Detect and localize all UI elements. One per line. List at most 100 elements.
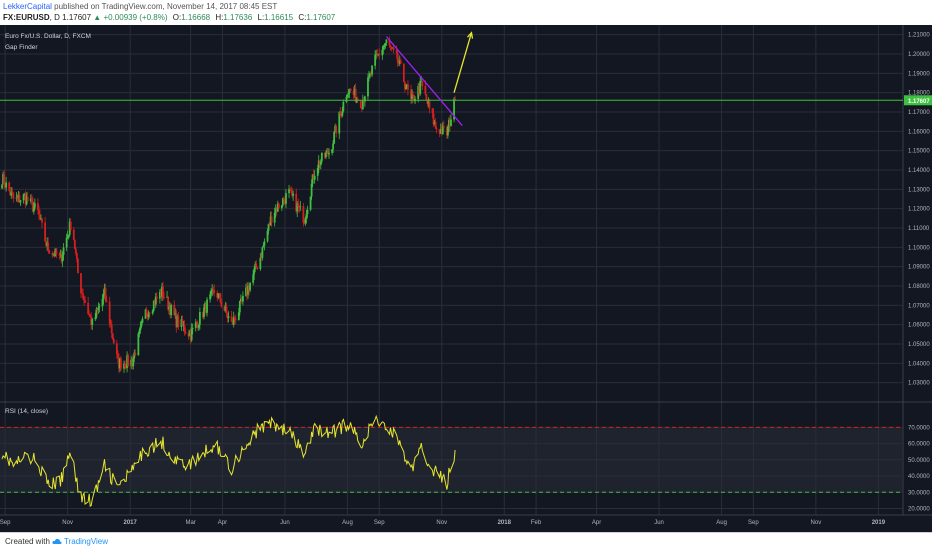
candle-body — [198, 311, 201, 325]
candle-body — [190, 328, 193, 341]
x-tick-label: Feb — [531, 520, 542, 526]
candle-body — [108, 301, 111, 324]
candle-body — [427, 101, 430, 104]
candle-body — [31, 201, 34, 212]
candle-body — [69, 221, 72, 230]
candle-body — [368, 76, 370, 78]
candle-body — [454, 98, 456, 101]
candle-body — [67, 234, 70, 236]
high-label: H: — [215, 13, 224, 22]
last-price: 1.17607 — [62, 13, 92, 22]
candle-body — [68, 221, 71, 235]
candle-body — [9, 190, 12, 196]
candle-body — [421, 80, 424, 87]
author-link[interactable]: LekkerCapital — [3, 2, 52, 11]
candle-body — [384, 43, 387, 46]
candle-body — [388, 39, 391, 46]
candle-body — [304, 219, 307, 224]
candle-body — [333, 131, 336, 144]
candle-body — [127, 355, 130, 366]
candle-body — [332, 143, 335, 150]
candle-body — [413, 94, 415, 102]
candle-body — [426, 99, 429, 104]
candle-body — [339, 112, 342, 115]
candle-body — [162, 286, 164, 298]
candle-body — [176, 316, 179, 328]
x-tick-label: Apr — [592, 520, 601, 526]
tradingview-logo[interactable]: TradingView — [52, 537, 108, 546]
candle-body — [450, 119, 452, 127]
candle-body — [10, 191, 13, 196]
candle-body — [419, 81, 422, 94]
candle-body — [288, 188, 290, 194]
candle-body — [371, 65, 373, 75]
candle-body — [73, 239, 76, 249]
ohlc-line: FX:EURUSD, D 1.17607 ▲ +0.00939 (+0.8%) … — [3, 13, 336, 22]
candle-body — [25, 196, 28, 205]
candle-body — [367, 77, 369, 97]
candle-body — [130, 359, 133, 366]
candle-body — [169, 306, 172, 316]
candle-body — [218, 293, 221, 295]
candle-body — [440, 128, 443, 135]
candle-body — [295, 193, 298, 212]
candle-body — [123, 363, 125, 369]
candle-body — [231, 321, 234, 325]
candle-body — [328, 152, 330, 155]
candle-body — [148, 312, 151, 314]
candle-body — [305, 214, 308, 220]
x-tick-label: Aug — [342, 520, 353, 526]
projection-arrow[interactable] — [453, 32, 473, 93]
candle-body — [170, 304, 173, 316]
candle-body — [90, 316, 93, 326]
close-value: 1.17607 — [306, 13, 336, 22]
candle-body — [326, 150, 328, 153]
candle-body — [94, 317, 97, 320]
candle-body — [124, 363, 126, 368]
chart-canvas[interactable]: Sep Nov 2017 Mar Apr Jun Aug Sep Nov 2018 Feb Apr Ju… — [0, 25, 932, 532]
candle-body — [297, 203, 300, 207]
candle-body — [205, 303, 207, 313]
candle-body — [425, 94, 428, 100]
candle-body — [24, 194, 27, 205]
candle-body — [39, 214, 41, 220]
chart-header: LekkerCapital published on TradingView.c… — [0, 0, 932, 25]
candle-body — [255, 263, 258, 268]
candle-body — [109, 323, 112, 325]
candle-body — [53, 253, 56, 257]
candle-body — [30, 198, 33, 202]
candle-body — [3, 173, 5, 185]
candle-body — [154, 296, 157, 305]
x-tick-label: Mar — [185, 520, 195, 526]
candle-body — [325, 152, 327, 158]
projection-arrow-head — [466, 31, 474, 39]
trendline[interactable] — [385, 36, 463, 126]
candle-body — [175, 313, 178, 328]
candle-body — [280, 205, 283, 209]
candle-body — [120, 358, 122, 369]
candle-body — [18, 195, 21, 203]
candle-body — [177, 316, 180, 327]
candle-body — [204, 303, 206, 308]
candle-body — [341, 110, 344, 116]
candle-body — [335, 126, 338, 134]
price-tick-label: 1.03000 — [908, 381, 930, 387]
candle-body — [431, 108, 434, 114]
candle-body — [19, 200, 22, 203]
candle-body — [340, 114, 343, 116]
candle-body — [411, 94, 413, 100]
candle-body — [46, 242, 49, 246]
candle-body — [259, 257, 262, 269]
candle-body — [311, 174, 314, 184]
candle-body — [254, 263, 257, 269]
rsi-title: RSI (14, close) — [5, 408, 48, 415]
x-tick-label: Nov — [811, 520, 822, 526]
candle-body — [245, 287, 247, 296]
candle-body — [449, 119, 451, 127]
candle-body — [145, 309, 148, 315]
candle-body — [428, 101, 431, 109]
candle-body — [316, 167, 319, 176]
rsi-tick-label: 40.0000 — [908, 474, 930, 480]
x-tick-label: Sep — [0, 520, 11, 526]
candle-body — [26, 196, 29, 202]
